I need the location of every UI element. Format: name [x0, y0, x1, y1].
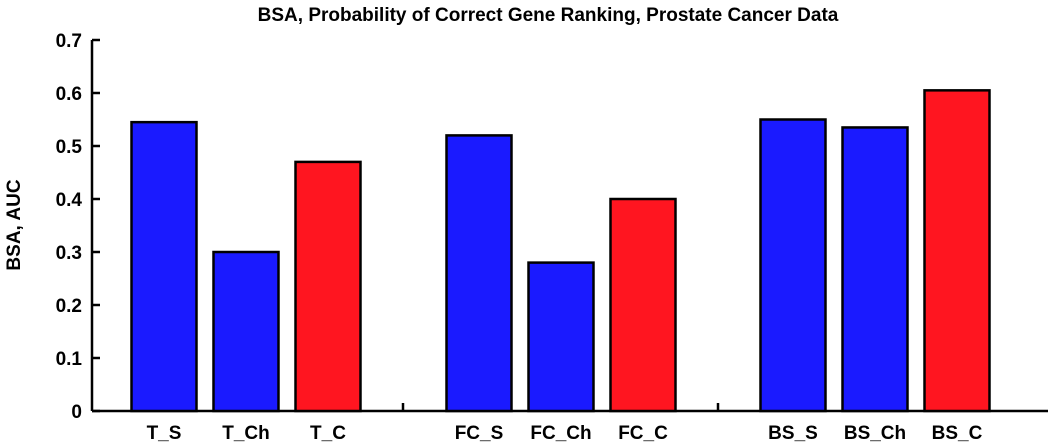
y-tick-label: 0.6: [56, 84, 82, 105]
bar-bs-c: [923, 89, 991, 413]
y-tick-label: 0.7: [56, 31, 82, 52]
x-tick-label: T_Ch: [222, 423, 270, 444]
x-tick-label: T_C: [310, 423, 346, 444]
x-tick-label: FC_Ch: [530, 423, 591, 444]
x-tick-label: BS_S: [768, 423, 818, 444]
bar-fc-ch: [527, 261, 595, 413]
x-tick-label: T_S: [147, 423, 182, 444]
y-tick-label: 0.3: [56, 243, 82, 264]
x-tick-label: FC_S: [455, 423, 504, 444]
x-tick-label: BS_Ch: [844, 423, 906, 444]
bar-fc-s: [445, 134, 513, 413]
y-tick-label: 0.5: [56, 137, 83, 158]
bar-bs-s: [759, 118, 827, 413]
x-tick-label: FC_C: [618, 423, 668, 444]
y-tick-label: 0.4: [56, 190, 83, 211]
y-tick-label: 0: [71, 402, 82, 423]
x-tick-label: BS_C: [932, 423, 983, 444]
bar-t-ch: [212, 250, 280, 413]
bar-t-c: [294, 160, 362, 413]
bar-bs-ch: [841, 126, 909, 413]
bar-fc-c: [609, 197, 677, 413]
chart-title: BSA, Probability of Correct Gene Ranking…: [258, 5, 839, 26]
bar-t-s: [130, 120, 198, 413]
y-axis-label: BSA, AUC: [4, 179, 25, 270]
y-tick-label: 0.2: [56, 296, 82, 317]
y-tick-label: 0.1: [56, 349, 83, 370]
plot-area: 0 0.1 0.2 0.3 0.4 0.5 0.6 0.7 T_S T_Ch T_C FC_S FC_C…: [56, 31, 1048, 444]
